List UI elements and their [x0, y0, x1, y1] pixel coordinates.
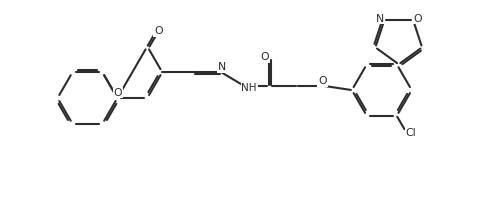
- Text: N: N: [218, 62, 226, 72]
- Text: O: O: [154, 26, 163, 36]
- Text: O: O: [413, 14, 422, 24]
- Text: Cl: Cl: [406, 128, 416, 138]
- Text: NH: NH: [242, 83, 257, 93]
- Text: O: O: [261, 52, 269, 62]
- Text: N: N: [375, 14, 384, 24]
- Text: O: O: [114, 88, 122, 98]
- Text: O: O: [318, 76, 327, 86]
